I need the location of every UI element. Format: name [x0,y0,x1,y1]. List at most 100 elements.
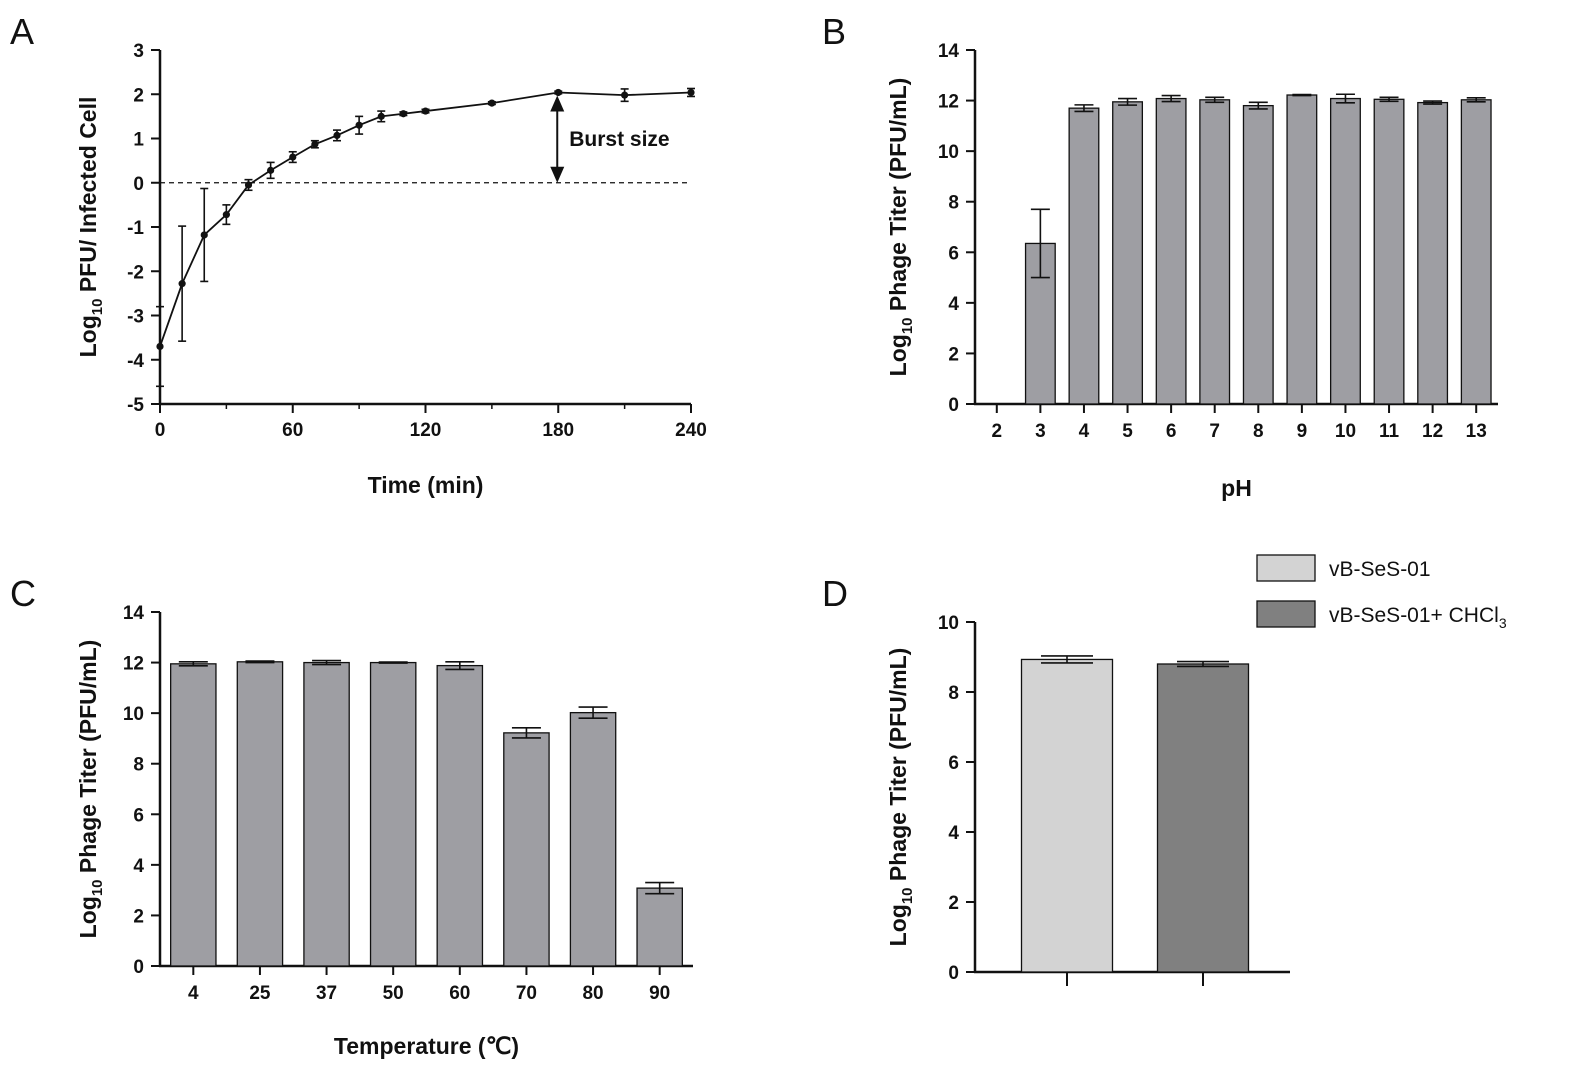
panel-d-bar-chart: 0 2 4 6 8 10 Log10 Phage Titer (PFU/mL) vB-SeS-… [885,554,1507,986]
x-tick-label: 4 [188,983,199,1004]
bar [236,661,284,967]
x-tick-label: 70 [516,983,537,1004]
y-tick-label: 0 [133,957,144,978]
y-tick-label: 0 [133,174,144,195]
bar [436,664,484,967]
y-tick-label: 12 [123,654,144,675]
data-point [178,280,186,288]
x-tick-label: 180 [542,420,574,441]
panel-a-line-chart: -5 -4 -3 -2 -1 0 1 2 3 0 60 120 180 240 Burst size Time… [75,41,707,498]
data-point [377,112,385,120]
x-tick-label: 2 [992,421,1003,442]
data-point [156,342,164,351]
panel-c-bar-chart: 0 2 4 6 8 10 12 14 4 25 37 50 60 70 80 90 Temperature (℃… [75,603,693,1059]
x-tick-label: 0 [155,420,166,441]
data-point [311,140,319,148]
y-tick-label: 4 [948,823,959,844]
y-tick-label: 8 [133,755,144,776]
x-tick-label: 25 [249,983,271,1004]
y-tick-label: -3 [127,307,144,328]
panel-b-bar-chart: 0 2 4 6 8 10 12 14 2 3 4 5 6 7 8 9 10 11 12 13 pH Log10 Phage… [885,41,1498,501]
x-tick-label: 8 [1253,421,1264,442]
y-axis-title: Log10 Phage Titer (PFU/mL) [75,640,106,939]
x-tick-label: 60 [449,983,470,1004]
y-tick-label: 8 [948,193,959,214]
x-tick-label: 37 [316,983,337,1004]
panel-letter-a: A [10,11,34,52]
y-tick-label: 4 [948,294,959,315]
y-tick-label: -4 [127,351,144,372]
burst-size-label: Burst size [569,128,669,151]
legend: vB-SeS-01 vB-SeS-01+ CHCl3 [1256,554,1507,631]
y-tick-label: 6 [948,243,959,264]
y-axis-title: Log10 Phage Titer (PFU/mL) [885,78,916,377]
x-tick-label: 7 [1209,421,1220,442]
bar [1068,107,1100,405]
y-tick-label: 2 [133,85,144,106]
y-tick-label: -2 [127,262,144,283]
x-tick-label: 90 [649,983,670,1004]
x-axis-title: Time (min) [368,472,484,498]
y-axis-title: Log10 PFU/ Infected Cell [75,97,106,358]
x-tick-label: 60 [282,420,303,441]
y-tick-label: 1 [133,130,144,151]
y-tick-label: 12 [938,92,959,113]
data-point [267,166,275,174]
panel-letter-d: D [822,573,848,614]
y-tick-label: 14 [938,41,960,62]
y-tick-label: 10 [938,142,959,163]
panel-letter-b: B [822,11,846,52]
bar [303,661,350,967]
burst-arrow-head-bottom [550,166,565,183]
y-tick-label: 2 [133,906,144,927]
x-tick-label: 120 [410,420,442,441]
x-axis-title: pH [1221,475,1252,501]
x-axis-title: Temperature (℃) [334,1033,519,1059]
bar [1156,663,1250,973]
data-point [289,153,297,161]
x-tick-label: 9 [1297,421,1308,442]
x-tick-label: 11 [1379,421,1400,442]
y-tick-label: -1 [127,218,144,239]
bar [1242,104,1274,405]
bar [369,661,417,967]
y-tick-label: 10 [123,704,144,725]
x-tick-label: 4 [1079,421,1090,442]
x-tick-label: 3 [1035,421,1046,442]
x-tick-label: 240 [675,420,707,441]
y-tick-label: 8 [948,683,959,704]
bar [1286,94,1318,405]
data-point [621,91,629,99]
bar [1155,97,1187,405]
data-point [355,121,363,129]
y-tick-label: 2 [948,893,959,914]
burst-arrow-head-top [550,95,565,112]
data-point [200,231,208,239]
x-tick-label: 50 [383,983,404,1004]
y-tick-label: 14 [123,603,145,624]
legend-label: vB-SeS-01 [1329,558,1431,581]
data-point [222,211,230,219]
bar [1329,97,1361,405]
legend-swatch [1256,554,1316,582]
y-tick-label: 6 [133,805,144,826]
data-point [554,88,562,97]
y-tick-label: 4 [133,856,144,877]
panel-letter-c: C [10,573,36,614]
bar [1460,99,1492,405]
bar [1020,658,1114,973]
data-point [244,181,253,189]
data-point [687,88,695,97]
legend-label: vB-SeS-01+ CHCl3 [1329,604,1507,631]
bar [636,887,683,967]
x-tick-label: 10 [1335,421,1356,442]
y-tick-label: -5 [127,395,144,416]
bar [569,711,617,967]
x-tick-label: 6 [1166,421,1177,442]
y-tick-label: 3 [133,41,144,62]
data-point [333,131,341,140]
data-point [399,110,407,118]
x-tick-label: 80 [582,983,603,1004]
x-tick-label: 12 [1422,421,1443,442]
